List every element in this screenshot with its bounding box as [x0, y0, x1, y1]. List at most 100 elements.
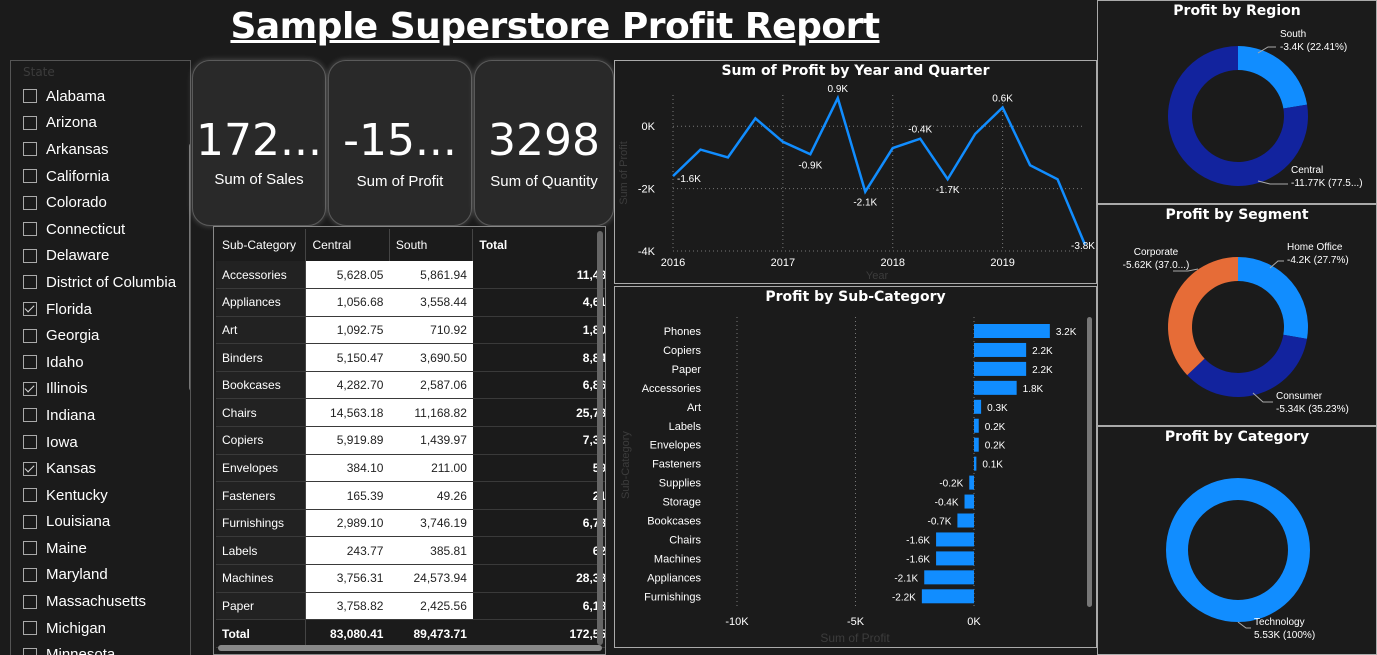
bar[interactable]	[924, 570, 974, 585]
bar[interactable]	[974, 361, 1027, 376]
slicer-item[interactable]: California	[23, 163, 176, 190]
slicer-item[interactable]: Illinois	[23, 376, 176, 403]
data-point[interactable]	[890, 146, 895, 151]
matrix-header-south[interactable]: South	[389, 229, 474, 261]
slicer-item[interactable]: Alabama	[23, 83, 176, 110]
donut-slice[interactable]	[1166, 478, 1310, 622]
checkbox[interactable]	[23, 408, 37, 423]
slicer-item[interactable]: Idaho	[23, 349, 176, 376]
data-point[interactable]	[753, 116, 758, 121]
checkbox[interactable]	[23, 302, 37, 317]
bar-chart-scrollbar[interactable]	[1087, 317, 1092, 607]
checkbox[interactable]	[23, 541, 37, 556]
checkbox[interactable]	[23, 647, 37, 655]
slicer-item[interactable]: Delaware	[23, 243, 176, 270]
slicer-item[interactable]: Kentucky	[23, 482, 176, 509]
slicer-item[interactable]: Massachusetts	[23, 588, 176, 615]
bar[interactable]	[974, 418, 979, 433]
data-point[interactable]	[808, 152, 813, 157]
checkbox[interactable]	[23, 435, 37, 450]
slicer-item[interactable]: Florida	[23, 296, 176, 323]
data-point[interactable]	[1000, 105, 1005, 110]
checkbox[interactable]	[23, 461, 37, 476]
data-point[interactable]	[835, 96, 840, 101]
matrix-header-central[interactable]: Central	[305, 229, 390, 261]
data-point[interactable]	[1055, 177, 1060, 182]
donut-slice[interactable]	[1168, 46, 1308, 186]
slicer-item[interactable]: Georgia	[23, 322, 176, 349]
checkbox[interactable]	[23, 248, 37, 263]
checkbox[interactable]	[23, 142, 37, 157]
data-point[interactable]	[918, 136, 923, 141]
matrix-horizontal-scrollbar[interactable]	[218, 645, 602, 651]
checkbox[interactable]	[23, 169, 37, 184]
data-point[interactable]	[671, 174, 676, 179]
data-point[interactable]	[698, 147, 703, 152]
data-point[interactable]	[945, 177, 950, 182]
checkbox[interactable]	[23, 355, 37, 370]
slicer-item[interactable]: Michigan	[23, 615, 176, 642]
checkbox[interactable]	[23, 115, 37, 130]
checkbox[interactable]	[23, 621, 37, 636]
checkbox[interactable]	[23, 514, 37, 529]
checkbox[interactable]	[23, 381, 37, 396]
donut-slice[interactable]	[1168, 257, 1238, 376]
slicer-item[interactable]: Colorado	[23, 189, 176, 216]
profit-line[interactable]	[672, 94, 1087, 246]
bar[interactable]	[974, 342, 1027, 357]
bar[interactable]	[936, 551, 974, 566]
matrix-vertical-scrollbar[interactable]	[597, 231, 603, 645]
slicer-item[interactable]: Louisiana	[23, 509, 176, 536]
data-point[interactable]	[973, 132, 978, 137]
slicer-item[interactable]: District of Columbia	[23, 269, 176, 296]
bar[interactable]	[974, 380, 1017, 395]
slicer-item[interactable]: Minnesota	[23, 641, 176, 655]
donut-slice[interactable]	[1187, 334, 1307, 397]
slicer-item[interactable]: Arizona	[23, 110, 176, 137]
bar[interactable]	[936, 532, 974, 547]
slicer-item[interactable]: Iowa	[23, 429, 176, 456]
checkbox[interactable]	[23, 89, 37, 104]
data-point[interactable]	[725, 155, 730, 160]
bar[interactable]	[974, 324, 1050, 338]
data-point[interactable]	[780, 139, 785, 144]
slicer-item[interactable]: Kansas	[23, 455, 176, 482]
checkbox[interactable]	[23, 567, 37, 582]
slicer-item[interactable]: Arkansas	[23, 136, 176, 163]
data-point[interactable]	[1028, 163, 1033, 168]
bar[interactable]	[921, 589, 974, 604]
checkbox[interactable]	[23, 222, 37, 237]
donut-slice[interactable]	[1238, 46, 1308, 109]
checkbox[interactable]	[23, 328, 37, 343]
bar[interactable]	[969, 475, 974, 490]
bar[interactable]	[974, 437, 979, 452]
matrix-header-total[interactable]: Total	[472, 229, 605, 261]
slicer-item[interactable]: Connecticut	[23, 216, 176, 243]
slicer-scrollbar[interactable]	[189, 143, 190, 391]
donut-slice[interactable]	[1238, 257, 1308, 339]
slicer-item[interactable]: Indiana	[23, 402, 176, 429]
bar[interactable]	[974, 456, 977, 471]
checkbox[interactable]	[23, 488, 37, 503]
checkbox[interactable]	[23, 594, 37, 609]
bar[interactable]	[957, 513, 974, 528]
matrix-header-subcategory[interactable]: Sub-Category	[216, 229, 307, 261]
checkbox[interactable]	[23, 195, 37, 210]
slicer-item[interactable]: Maryland	[23, 562, 176, 589]
bar[interactable]	[974, 399, 982, 414]
slicer-item[interactable]: Maine	[23, 535, 176, 562]
